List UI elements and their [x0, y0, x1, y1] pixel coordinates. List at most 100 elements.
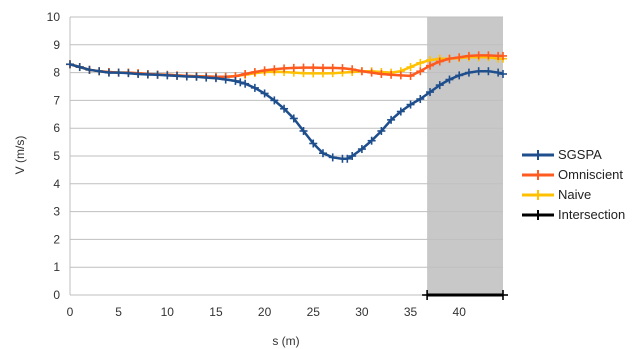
- data-point-omniscient: [241, 69, 250, 78]
- data-point-sgspa: [416, 95, 425, 104]
- y-tick-label: 10: [47, 10, 61, 24]
- x-tick-label: 40: [453, 305, 467, 319]
- data-point-omniscient: [289, 63, 298, 72]
- data-point-sgspa: [387, 115, 396, 124]
- data-point-sgspa: [455, 71, 464, 80]
- data-point-sgspa: [211, 74, 220, 83]
- y-tick-label: 6: [53, 121, 60, 135]
- y-tick-label: 2: [53, 232, 60, 246]
- data-point-omniscient: [270, 65, 279, 74]
- data-point-omniscient: [474, 51, 483, 60]
- data-point-sgspa: [289, 114, 298, 123]
- data-point-omniscient: [348, 65, 357, 74]
- legend-item-sgspa: SGSPA: [522, 147, 602, 162]
- data-point-omniscient: [455, 53, 464, 62]
- data-point-sgspa: [318, 149, 327, 158]
- data-point-sgspa: [348, 152, 357, 160]
- data-point-omniscient: [328, 63, 337, 72]
- legend-label: Naive: [558, 187, 591, 202]
- data-point-naive: [406, 63, 415, 72]
- data-point-omniscient: [250, 68, 259, 77]
- data-point-sgspa: [241, 79, 250, 88]
- data-point-omniscient: [338, 64, 347, 73]
- data-point-omniscient: [367, 68, 376, 77]
- data-point-sgspa: [250, 83, 259, 92]
- data-point-sgspa: [343, 154, 352, 163]
- data-point-sgspa: [85, 65, 94, 74]
- legend: SGSPA Omniscient Naive Intersection: [522, 147, 625, 222]
- data-point-omniscient: [396, 71, 405, 80]
- data-point-omniscient: [426, 61, 435, 70]
- y-tick-label: 0: [53, 288, 60, 302]
- y-tick-label: 3: [53, 205, 60, 219]
- data-point-sgspa: [236, 78, 245, 87]
- data-point-sgspa: [309, 139, 318, 148]
- y-tick-label: 1: [53, 260, 60, 274]
- data-point-sgspa: [124, 69, 133, 78]
- data-point-sgspa: [280, 104, 289, 113]
- data-point-sgspa: [221, 75, 230, 84]
- x-tick-label: 15: [209, 305, 223, 319]
- data-point-omniscient: [387, 70, 396, 79]
- data-point-omniscient: [280, 64, 289, 73]
- legend-label: SGSPA: [558, 147, 602, 162]
- data-point-omniscient: [377, 69, 386, 78]
- series-intersection: [422, 290, 508, 300]
- x-tick-label: 30: [355, 305, 369, 319]
- data-point-omniscient: [464, 51, 473, 60]
- legend-item-omniscient: Omniscient: [522, 167, 623, 182]
- x-tick-label: 0: [67, 305, 74, 319]
- y-tick-label: 9: [53, 38, 60, 52]
- legend-label: Intersection: [558, 207, 625, 222]
- data-point-sgspa: [377, 126, 386, 135]
- y-tick-label: 7: [53, 93, 60, 107]
- data-point-omniscient: [260, 66, 269, 75]
- data-point-sgspa: [104, 68, 113, 77]
- data-point-sgspa: [299, 126, 308, 135]
- data-point-omniscient: [299, 63, 308, 72]
- series-layer: [66, 51, 508, 300]
- data-point-sgspa: [163, 71, 172, 80]
- data-point-sgspa: [484, 67, 493, 76]
- data-point-sgspa: [192, 72, 201, 81]
- data-point-omniscient: [357, 67, 366, 76]
- data-point-sgspa: [328, 153, 337, 162]
- data-point-sgspa: [367, 136, 376, 145]
- data-point-sgspa: [474, 67, 483, 76]
- data-point-sgspa: [270, 96, 279, 105]
- data-point-omniscient: [406, 71, 415, 80]
- data-point-sgspa: [66, 60, 74, 69]
- legend-label: Omniscient: [558, 167, 623, 182]
- data-point-sgspa: [464, 68, 473, 77]
- data-point-omniscient: [435, 57, 444, 66]
- legend-item-intersection: Intersection: [522, 207, 625, 222]
- data-point-intersection: [422, 290, 433, 300]
- data-point-intersection: [498, 290, 508, 300]
- data-point-omniscient: [318, 63, 327, 72]
- data-point-sgspa: [153, 70, 162, 79]
- data-point-sgspa: [95, 67, 104, 76]
- data-point-sgspa: [231, 76, 240, 85]
- data-point-sgspa: [357, 145, 366, 154]
- data-point-sgspa: [406, 100, 415, 109]
- data-point-sgspa: [114, 68, 123, 77]
- data-point-sgspa: [260, 89, 269, 98]
- data-point-sgspa: [143, 70, 152, 79]
- data-point-sgspa: [499, 69, 507, 78]
- data-point-naive: [416, 58, 425, 67]
- data-point-omniscient: [445, 54, 454, 63]
- data-point-sgspa: [396, 107, 405, 116]
- x-tick-label: 20: [258, 305, 272, 319]
- data-point-sgspa: [182, 72, 191, 81]
- y-tick-label: 4: [53, 177, 60, 191]
- data-point-sgspa: [173, 71, 182, 80]
- y-axis-title: V (m/s): [13, 136, 27, 175]
- x-tick-label: 5: [115, 305, 122, 319]
- x-tick-label: 35: [404, 305, 418, 319]
- data-point-sgspa: [75, 63, 84, 72]
- data-point-sgspa: [445, 75, 454, 84]
- data-point-sgspa: [494, 68, 503, 77]
- x-tick-label: 10: [161, 305, 175, 319]
